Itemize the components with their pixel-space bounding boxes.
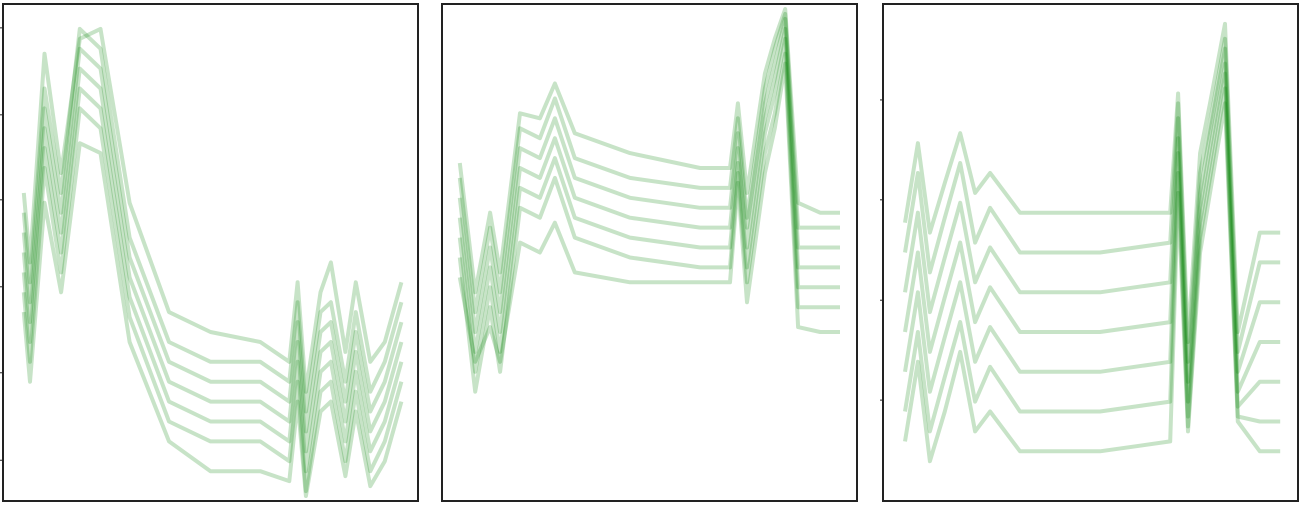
series-line [21, 86, 404, 474]
series-line [457, 61, 840, 364]
series-line [903, 36, 1281, 364]
series-line [457, 26, 840, 354]
series-line [903, 21, 1281, 344]
series-line [457, 51, 840, 394]
series-line [457, 11, 840, 315]
series-line [903, 61, 1281, 404]
series-line [21, 26, 404, 414]
series-line [903, 46, 1281, 384]
series-line [457, 7, 840, 295]
plot-frame [441, 3, 858, 502]
plot-frame [882, 3, 1299, 502]
series-line [903, 71, 1281, 419]
series-line [21, 26, 404, 394]
plot-frame [2, 3, 419, 502]
series-line [457, 16, 840, 334]
series-line [21, 46, 404, 434]
series-line [903, 101, 1281, 464]
series-line [21, 106, 404, 494]
series-line [903, 86, 1281, 434]
series-line [457, 36, 840, 374]
series-line [21, 141, 404, 498]
series-line [21, 66, 404, 454]
